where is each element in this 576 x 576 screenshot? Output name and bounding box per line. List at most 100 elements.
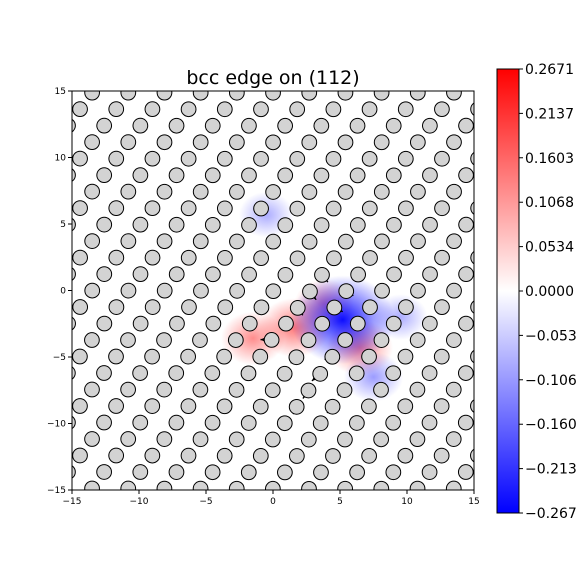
x-tick-label: 5 [337,497,343,507]
atom [373,480,390,490]
atom [168,414,185,431]
atom [229,134,245,151]
atom [361,200,378,217]
atom [289,101,306,118]
atom [156,381,173,398]
atom [397,398,414,415]
atom [72,447,88,464]
atom [156,91,173,101]
atom [84,431,100,447]
atom [301,91,318,101]
atom [301,134,318,151]
atom [228,431,245,448]
atom [144,447,161,464]
atom [386,266,402,283]
arrow-head [476,206,479,209]
atom [361,398,377,415]
atom [470,349,474,364]
atom [337,91,354,101]
atom [96,117,113,134]
atom [422,266,438,283]
atom [337,332,354,348]
atom [337,134,354,151]
atom [108,150,125,167]
atom [458,167,474,184]
atom [180,101,197,118]
atom [216,348,233,365]
atom [314,315,331,332]
atom [313,217,330,234]
atom [156,233,173,250]
atom [458,266,474,283]
atom [168,266,185,283]
atom [156,480,173,490]
atom [84,332,100,348]
displacement-arrow [478,208,479,209]
atom [72,150,88,167]
atom [385,414,402,431]
atom [336,382,353,398]
atom [325,101,342,118]
colorbar-gradient [496,68,520,514]
atom [156,431,173,447]
field-hotspot [372,294,428,341]
atom [108,447,125,464]
atom [289,300,306,316]
atom [446,233,462,250]
atom [265,91,281,101]
plot-area [72,91,481,490]
y-tick-label: −15 [47,486,66,496]
atom [433,348,450,365]
atom [337,480,353,490]
atom [410,183,426,200]
atom [445,381,462,398]
atom [398,299,414,316]
atom [289,200,306,217]
atom [120,480,137,490]
arrow-head [478,354,481,357]
atom [72,398,88,414]
atom [72,118,76,133]
displacement-arrow [477,456,478,457]
atom [252,448,269,464]
atom [192,233,209,250]
atom [180,249,197,266]
atom [324,398,341,415]
atom [410,233,426,250]
atom [446,183,462,200]
atom [72,465,76,479]
atom [313,117,330,134]
atom [216,150,233,167]
atom [409,381,426,398]
atom [132,464,149,480]
atom [265,184,282,200]
chart-title: bcc edge on (112) [186,67,359,89]
atom [204,167,221,184]
atom [373,183,390,200]
atom [373,431,390,448]
atom [434,299,450,315]
atom [72,415,76,430]
colorbar: 0.2671 0.2137 0.1603 0.1068 0.0534 0.0000 −0.0… [496,62,576,522]
atom [470,300,474,314]
atom [265,233,282,250]
atom [227,332,244,348]
atom [192,91,209,101]
atom [337,431,353,448]
atom [229,233,245,250]
atom [72,316,76,331]
atom [132,365,148,381]
atom [361,447,377,464]
atom [362,250,378,266]
atom [192,480,209,490]
atom [312,415,329,432]
y-tick-label: −5 [53,353,66,363]
atom [288,398,305,415]
atom [397,150,414,167]
displacement-arrow [478,159,479,160]
atom [300,382,317,399]
atom [445,480,462,490]
atom [193,282,209,299]
atom [108,348,124,365]
atom [385,365,402,382]
